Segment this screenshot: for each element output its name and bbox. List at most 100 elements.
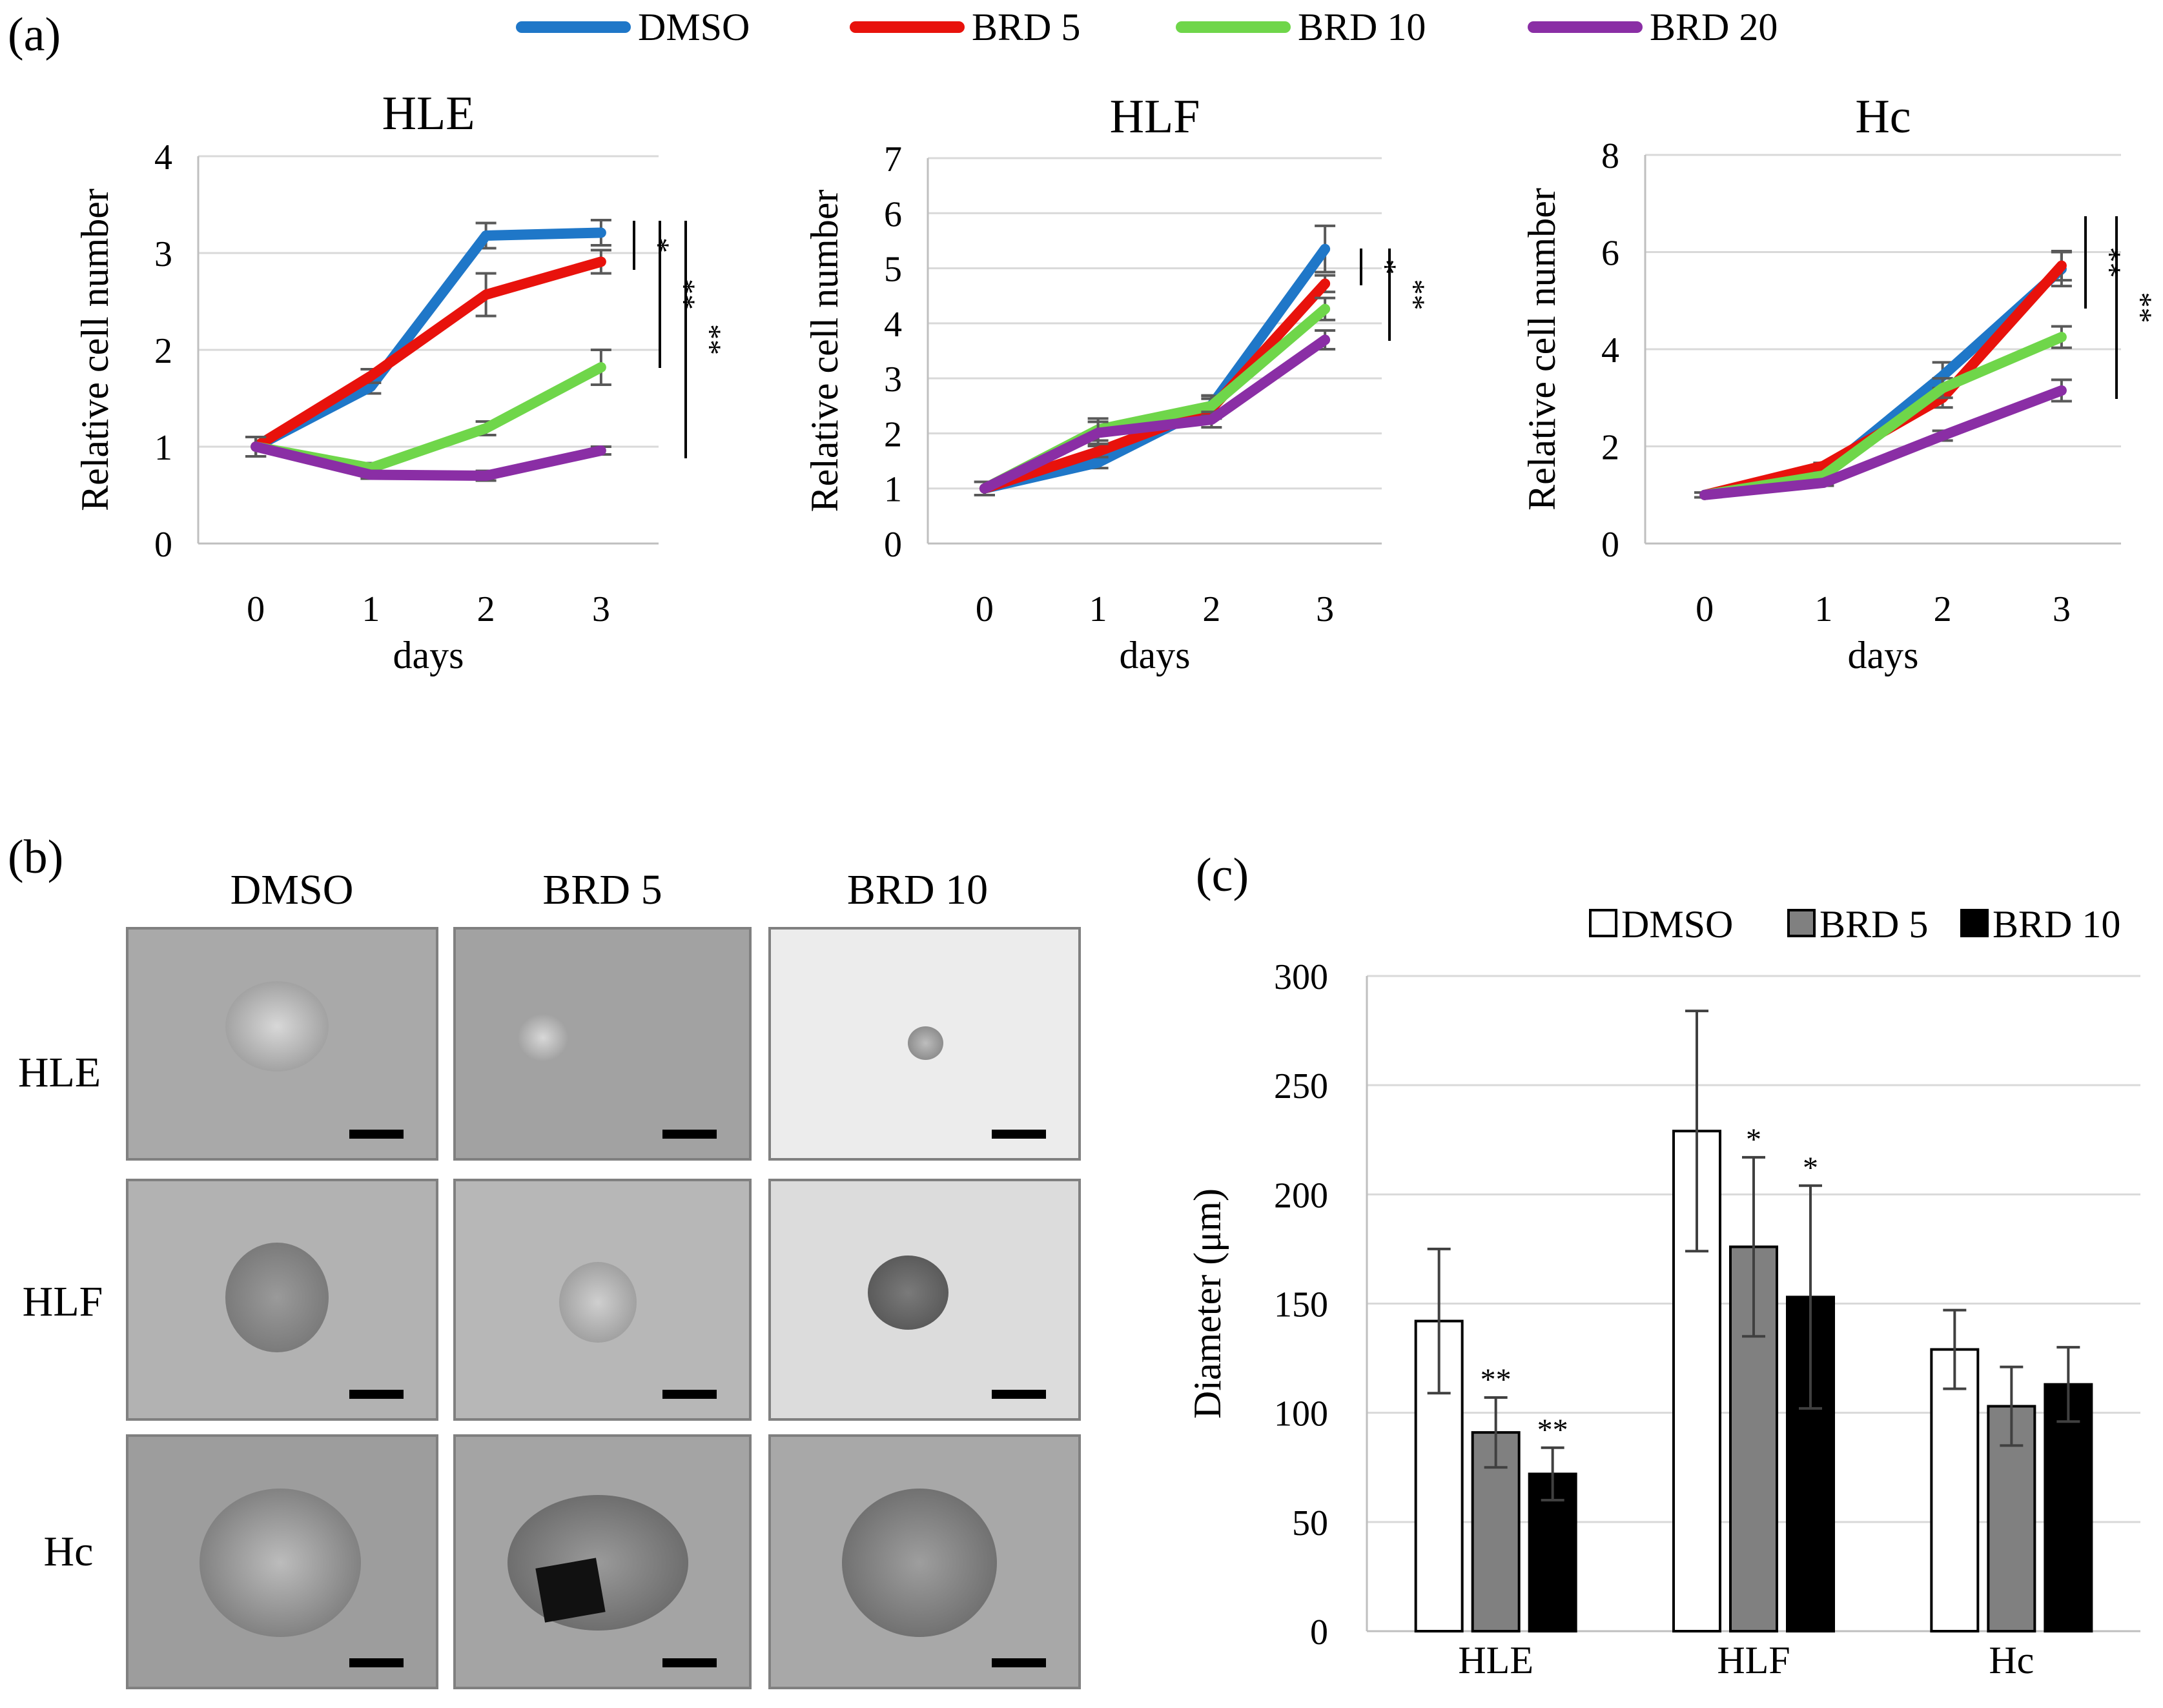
bar-legend-swatch-brd10 [1960, 909, 1989, 937]
y-tick-label: 100 [1274, 1394, 1328, 1434]
x-axis-title: days [393, 634, 464, 676]
line-chart-hlf: 0 1 2 3 4 5 6 7 0 1 2 3 days Relative cell number HLF *… [803, 90, 1431, 676]
scale-bar [662, 1390, 717, 1399]
micro-row-header-hle: HLE [18, 1049, 101, 1096]
legend-a: DMSO BRD 5 BRD 10 BRD 20 [516, 6, 1778, 48]
significance-label: ** [693, 324, 727, 355]
significance-label: ** [1481, 1363, 1512, 1397]
y-axis-title: Relative cell number [803, 190, 846, 513]
y-axis-title: Relative cell number [1521, 188, 1563, 511]
bar-brd10 [2044, 1383, 2093, 1633]
x-tick-label: 3 [592, 589, 610, 629]
significance-label: ** [2124, 292, 2158, 323]
panel-label-b: (b) [8, 831, 63, 884]
micro-col-header-brd5: BRD 5 [542, 866, 662, 913]
y-tick-label: 0 [1601, 525, 1619, 565]
legend-label-brd20: BRD 20 [1650, 6, 1778, 48]
scale-bar [992, 1390, 1046, 1399]
spheroid [225, 1243, 329, 1352]
legend-label-brd10: BRD 10 [1298, 6, 1426, 48]
panel-label-a: (a) [8, 8, 61, 61]
significance-label: ** [667, 279, 701, 310]
x-tick-label: 0 [976, 589, 994, 629]
series-line-brd5 [251, 256, 606, 452]
y-axis-title: Diameter (μm) [1186, 1188, 1229, 1419]
micrograph-hle-brd10 [768, 927, 1081, 1161]
line-chart-hc: 0 2 4 6 8 0 1 2 3 days Relative cell number Hc ** ** [1521, 90, 2158, 676]
y-tick-label: 3 [154, 234, 172, 274]
micro-row-header-hc: Hc [44, 1528, 94, 1575]
y-tick-label: 150 [1274, 1285, 1328, 1325]
scale-bar [662, 1130, 717, 1139]
y-tick-label: 8 [1601, 136, 1619, 176]
x-tick-label: 2 [1934, 589, 1952, 629]
scale-bar [349, 1130, 404, 1139]
spheroid [517, 1013, 569, 1062]
y-tick-label: 0 [884, 525, 902, 565]
micro-row-header-hlf: HLF [23, 1278, 103, 1325]
y-tick-label: 1 [884, 470, 902, 510]
y-tick-label: 50 [1292, 1503, 1328, 1543]
significance-label: * [1368, 259, 1402, 275]
series-line-brd20 [251, 442, 606, 481]
bar-legend-swatch-dmso [1589, 909, 1617, 937]
x-tick-label: 3 [2053, 589, 2071, 629]
scale-bar [662, 1658, 717, 1667]
x-axis-title: days [1120, 634, 1191, 676]
x-tick-label: 1 [362, 589, 380, 629]
chart-title-hlf: HLF [1110, 90, 1200, 143]
significance-label: ** [1537, 1413, 1568, 1447]
chart-title-hc: Hc [1855, 90, 1911, 143]
spheroid [908, 1026, 943, 1060]
scale-bar [349, 1658, 404, 1667]
bar-legend-label-dmso: DMSO [1621, 903, 1733, 946]
x-tick-label: 2 [1202, 589, 1220, 629]
significance-label: * [1746, 1123, 1761, 1157]
y-tick-label: 3 [884, 360, 902, 400]
bar-chart-diameter: DMSO BRD 5 BRD 10 0 50 100 150 200 250 300 Diamete… [1186, 903, 2140, 1682]
spheroid [200, 1489, 361, 1637]
micrograph-hc-dmso [126, 1434, 438, 1689]
series-line-brd20 [1699, 385, 2067, 500]
y-tick-label: 6 [884, 194, 902, 234]
y-tick-label: 4 [884, 305, 902, 345]
y-tick-label: 0 [1310, 1612, 1328, 1652]
micrograph-hle-brd5 [453, 927, 752, 1161]
x-tick-label: 2 [477, 589, 495, 629]
micrograph-hlf-brd10 [768, 1179, 1081, 1421]
micrograph-hle-dmso [126, 927, 438, 1161]
dark-particle [535, 1558, 606, 1623]
y-tick-label: 1 [154, 428, 172, 468]
y-tick-label: 2 [1601, 428, 1619, 468]
spheroid [225, 981, 329, 1072]
x-axis-title: days [1848, 634, 1919, 676]
spheroid [868, 1256, 948, 1330]
y-tick-label: 250 [1274, 1066, 1328, 1106]
bar-dmso [1930, 1348, 1980, 1633]
y-tick-label: 200 [1274, 1175, 1328, 1215]
y-tick-label: 2 [154, 331, 172, 371]
micro-col-header-brd10: BRD 10 [847, 866, 988, 913]
scale-bar [992, 1130, 1046, 1139]
spheroid [842, 1489, 997, 1637]
significance-label: ** [1397, 280, 1431, 310]
scale-bar [349, 1390, 404, 1399]
micrograph-hc-brd10 [768, 1434, 1081, 1689]
x-tick-label: 1 [1089, 589, 1107, 629]
y-tick-label: 2 [884, 414, 902, 454]
series-line-dmso [979, 243, 1331, 494]
significance-label: ** [2093, 247, 2127, 278]
scale-bar [992, 1658, 1046, 1667]
micrograph-hc-brd5 [453, 1434, 752, 1689]
y-axis-title: Relative cell number [74, 188, 116, 511]
bar-legend-swatch-brd5 [1787, 909, 1816, 937]
x-tick-label: 0 [1696, 589, 1714, 629]
y-tick-label: 4 [1601, 330, 1619, 371]
micrograph-hlf-brd5 [453, 1179, 752, 1421]
panel-label-c: (c) [1196, 849, 1249, 902]
y-tick-label: 0 [154, 525, 172, 565]
x-tick-label: 1 [1814, 589, 1832, 629]
y-tick-label: 5 [884, 250, 902, 290]
